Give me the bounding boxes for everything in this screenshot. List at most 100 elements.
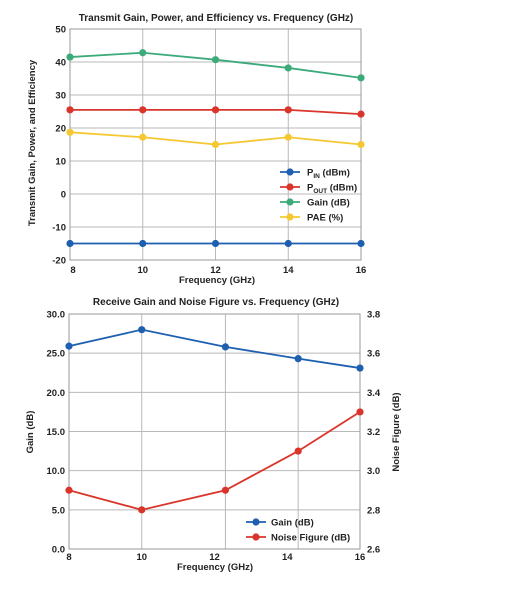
receive-y-tick-label: 5.0	[52, 505, 65, 516]
receive-data-point	[294, 447, 302, 455]
transmit-legend-subscript: OUT	[313, 188, 327, 195]
receive-legend: Gain (dB) Noise Figure (dB)	[246, 518, 350, 544]
receive-y2-tick-label: 3.2	[367, 427, 380, 438]
receive-y-tick-label: 10.0	[47, 466, 66, 477]
transmit-data-point	[211, 56, 220, 64]
receive-y2-tick-label: 3.6	[367, 349, 380, 360]
transmit-y-tick-label: 40	[55, 58, 66, 69]
receive-x-tick-label: 8	[66, 552, 71, 563]
receive-x-tick-label: 12	[209, 552, 220, 563]
receive-data-point	[221, 343, 230, 351]
transmit-legend-name: Gain (dB)	[307, 198, 350, 209]
transmit-data-point	[357, 140, 365, 149]
transmit-legend-swatch-marker	[286, 213, 294, 221]
transmit-y-ticks: -20 -10 0 10 20 30 40 50	[52, 25, 66, 267]
receive-y2-tick-label: 3.8	[367, 310, 380, 321]
receive-data-point	[356, 408, 364, 416]
receive-y-tick-label: 30.0	[47, 310, 66, 321]
transmit-data-point	[284, 133, 292, 141]
transmit-data-point	[139, 49, 147, 57]
receive-chart-title: Receive Gain and Noise Figure vs. Freque…	[93, 297, 339, 308]
receive-y-ticks: 0.0 5.0 10.0 15.0 20.0 25.0 30.0	[47, 310, 66, 556]
receive-y-tick-label: 20.0	[47, 388, 66, 399]
transmit-data-point	[66, 128, 74, 136]
transmit-data-point	[284, 239, 292, 248]
receive-data-point	[138, 506, 146, 514]
receive-legend-label: Gain (dB)	[271, 518, 314, 529]
transmit-data-point	[139, 133, 147, 141]
transmit-chart-title: Transmit Gain, Power, and Efficiency vs.…	[79, 13, 354, 24]
receive-y2-tick-label: 3.4	[367, 388, 381, 399]
transmit-legend-label: Gain (dB)	[307, 198, 350, 209]
receive-x-tick-label: 14	[282, 552, 293, 563]
receive-plot-frame	[68, 313, 361, 550]
transmit-data-point	[357, 74, 365, 82]
receive-y2-tick-label: 3.0	[367, 466, 380, 477]
receive-grid	[68, 313, 361, 550]
receive-data-point	[356, 364, 364, 372]
transmit-y-tick-label: 20	[55, 124, 66, 135]
receive-y-tick-label: 15.0	[47, 427, 66, 438]
receive-series	[65, 326, 364, 514]
transmit-legend-subscript: IN	[313, 173, 320, 180]
transmit-data-point	[357, 110, 365, 118]
transmit-x-ticks: 8 10 12 14 16	[70, 265, 366, 276]
receive-x-ticks: 8 10 12 14 16	[66, 552, 365, 563]
receive-legend-label: Noise Figure (dB)	[271, 533, 350, 544]
transmit-y-tick-label: 30	[55, 91, 66, 102]
transmit-x-tick-label: 14	[283, 265, 294, 276]
transmit-legend-swatch-marker	[286, 168, 294, 176]
transmit-legend-label: POUT (dBm)	[307, 183, 357, 196]
receive-data-point	[65, 486, 73, 494]
receive-x-axis-label: Frequency (GHz)	[177, 562, 253, 573]
transmit-legend-name: PAE (%)	[307, 213, 343, 224]
receive-y-tick-label: 25.0	[47, 349, 66, 360]
receive-series-line	[68, 411, 361, 511]
receive-chart: Receive Gain and Noise Figure vs. Freque…	[25, 297, 402, 573]
transmit-legend-label: PAE (%)	[307, 213, 343, 224]
transmit-legend-swatch-marker	[286, 198, 294, 206]
transmit-legend-label: PIN (dBm)	[307, 168, 350, 181]
transmit-data-point	[139, 106, 147, 114]
transmit-y-axis-label: Transmit Gain, Power, and Efficiency	[27, 59, 38, 226]
transmit-data-point	[66, 53, 74, 61]
transmit-data-point	[284, 106, 292, 114]
receive-data-point	[221, 486, 230, 494]
transmit-legend: PIN (dBm)POUT (dBm)Gain (dB)PAE (%)	[280, 168, 357, 224]
receive-y2-ticks: 2.6 2.8 3.0 3.2 3.4 3.6 3.8	[367, 310, 381, 556]
transmit-legend-swatch-marker	[286, 183, 294, 191]
transmit-data-point	[211, 140, 220, 149]
transmit-data-point	[66, 239, 74, 248]
receive-data-point	[138, 326, 146, 334]
transmit-data-point	[139, 239, 147, 248]
transmit-x-tick-label: 8	[70, 265, 75, 276]
receive-x-tick-label: 16	[355, 552, 366, 563]
transmit-data-point	[357, 239, 365, 248]
transmit-legend-unit: (dBm)	[320, 168, 350, 179]
receive-series-line	[68, 328, 361, 369]
transmit-data-point	[211, 106, 220, 114]
transmit-x-axis-label: Frequency (GHz)	[179, 275, 255, 286]
transmit-y-tick-label: -20	[52, 256, 66, 267]
transmit-data-point	[66, 106, 74, 114]
transmit-x-tick-label: 12	[210, 265, 221, 276]
transmit-y-tick-label: 50	[55, 25, 66, 36]
receive-x-tick-label: 10	[136, 552, 147, 563]
receive-y-tick-label: 0.0	[52, 545, 65, 556]
receive-data-point	[65, 342, 73, 350]
receive-legend-swatch-marker	[252, 533, 260, 541]
transmit-data-point	[284, 64, 292, 72]
receive-y-axis-label: Gain (dB)	[25, 411, 36, 454]
transmit-legend-unit: (dBm)	[327, 183, 357, 194]
receive-y2-tick-label: 2.6	[367, 545, 380, 556]
receive-y2-axis-label: Noise Figure (dB)	[391, 392, 402, 471]
receive-legend-swatch-marker	[252, 518, 260, 526]
transmit-legend-name: P	[307, 168, 314, 179]
transmit-x-tick-label: 10	[137, 265, 148, 276]
transmit-y-tick-label: 0	[61, 190, 66, 201]
transmit-chart: Transmit Gain, Power, and Efficiency vs.…	[27, 13, 366, 286]
transmit-y-tick-label: 10	[55, 157, 66, 168]
receive-y2-tick-label: 2.8	[367, 505, 380, 516]
receive-data-point	[294, 355, 302, 363]
